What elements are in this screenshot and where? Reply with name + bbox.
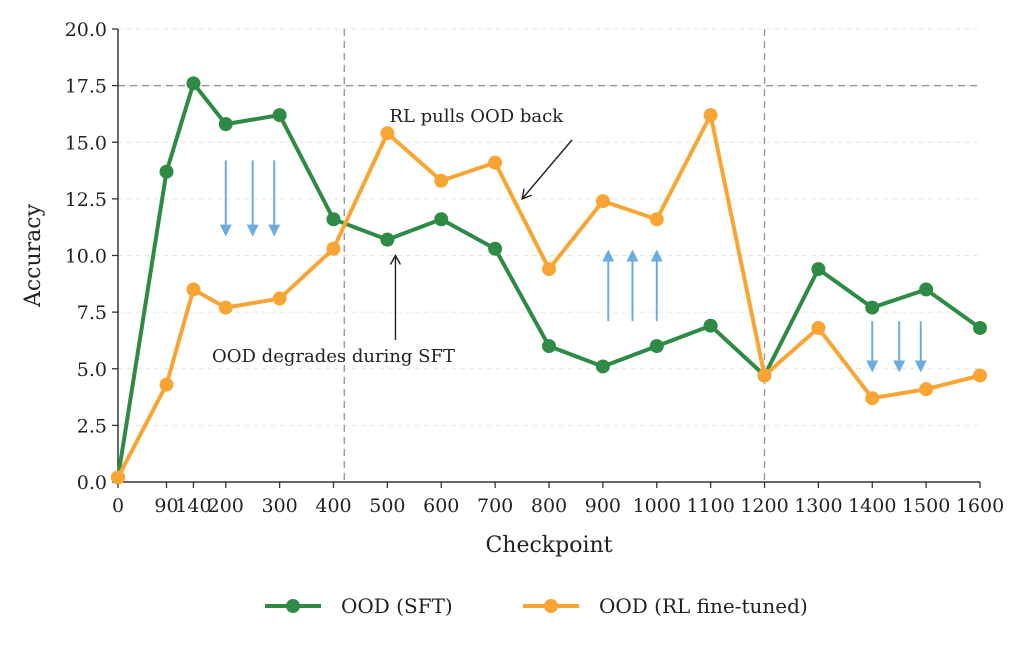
- y-tick-label: 15.0: [65, 132, 107, 154]
- annotation-text: RL pulls OOD back: [389, 106, 564, 127]
- data-point: [488, 241, 503, 256]
- data-point: [272, 291, 287, 306]
- x-tick-label: 800: [531, 495, 567, 517]
- data-point: [326, 212, 341, 227]
- x-tick-label: 600: [423, 495, 459, 517]
- y-tick-label: 5.0: [77, 359, 107, 381]
- x-tick-label: 900: [585, 495, 621, 517]
- y-tick-label: 20.0: [65, 19, 107, 41]
- y-tick-label: 17.5: [65, 76, 107, 98]
- data-point: [595, 194, 610, 209]
- data-point: [434, 173, 449, 188]
- trend-arrows: [219, 160, 927, 373]
- data-point: [973, 320, 987, 335]
- data-point: [272, 108, 287, 123]
- data-point: [326, 241, 341, 256]
- y-tick-label: 12.5: [65, 189, 107, 211]
- x-tick-label: 400: [315, 495, 351, 517]
- data-point: [757, 368, 772, 383]
- data-point: [865, 300, 880, 315]
- x-tick-label: 90: [154, 495, 178, 517]
- annotation-arrow: [521, 139, 573, 200]
- data-point: [811, 320, 826, 335]
- data-point: [919, 282, 934, 297]
- data-point: [111, 470, 125, 485]
- x-tick-label: 1600: [956, 495, 1004, 517]
- data-point: [380, 126, 395, 141]
- data-point: [973, 368, 987, 383]
- series-line-1: [116, 81, 982, 480]
- y-tick-label: 7.5: [77, 302, 107, 324]
- data-point: [434, 212, 449, 227]
- data-point: [488, 155, 503, 170]
- x-tick-label: 1400: [848, 495, 896, 517]
- x-tick-label: 1000: [633, 495, 681, 517]
- y-tick-label: 10.0: [65, 246, 107, 268]
- series-line-2: [116, 113, 982, 480]
- x-tick-label: 0: [112, 495, 124, 517]
- x-axis-title: Checkpoint: [485, 533, 612, 558]
- data-point: [919, 382, 934, 397]
- annotations: OOD degrades during SFT RL pulls OOD back: [212, 106, 573, 367]
- data-point: [218, 117, 233, 132]
- legend-label: OOD (RL fine-tuned): [599, 594, 808, 618]
- series-layer: [111, 76, 987, 485]
- data-point: [186, 282, 201, 297]
- legend-swatch-marker: [286, 599, 300, 613]
- reference-lines: [118, 29, 980, 482]
- x-tick-label: 200: [208, 495, 244, 517]
- annotation-text: OOD degrades during SFT: [212, 346, 455, 367]
- y-tick-label: 0.0: [77, 472, 107, 494]
- data-point: [159, 164, 174, 179]
- data-point: [542, 339, 556, 354]
- axes: 0.0 2.5 5.0 7.5 10.0 12.5 15.0 17.5 20.0 0 9014020…: [21, 19, 1004, 558]
- x-tick-label: 1200: [740, 495, 788, 517]
- data-point: [865, 391, 880, 406]
- y-axis-title: Accuracy: [21, 203, 46, 308]
- data-point: [542, 262, 556, 277]
- data-point: [703, 318, 718, 333]
- data-point: [159, 377, 174, 392]
- data-point: [649, 339, 664, 354]
- data-point: [186, 76, 201, 91]
- legend-swatch-marker: [544, 599, 558, 613]
- x-tick-label: 700: [477, 495, 513, 517]
- data-point: [380, 232, 395, 247]
- data-point: [811, 262, 826, 277]
- x-tick-label: 1300: [794, 495, 842, 517]
- y-tick-label: 2.5: [77, 415, 107, 437]
- x-tick-label: 1100: [686, 495, 734, 517]
- data-point: [649, 212, 664, 227]
- data-point: [703, 108, 718, 123]
- data-point: [595, 359, 610, 374]
- x-tick-label: 500: [369, 495, 405, 517]
- data-point: [218, 300, 233, 315]
- x-tick-label: 1500: [902, 495, 950, 517]
- legend: OOD (SFT) OOD (RL fine-tuned): [265, 594, 808, 618]
- x-tick-label: 300: [261, 495, 297, 517]
- legend-label: OOD (SFT): [341, 594, 453, 618]
- x-tick-label: 140: [175, 495, 211, 517]
